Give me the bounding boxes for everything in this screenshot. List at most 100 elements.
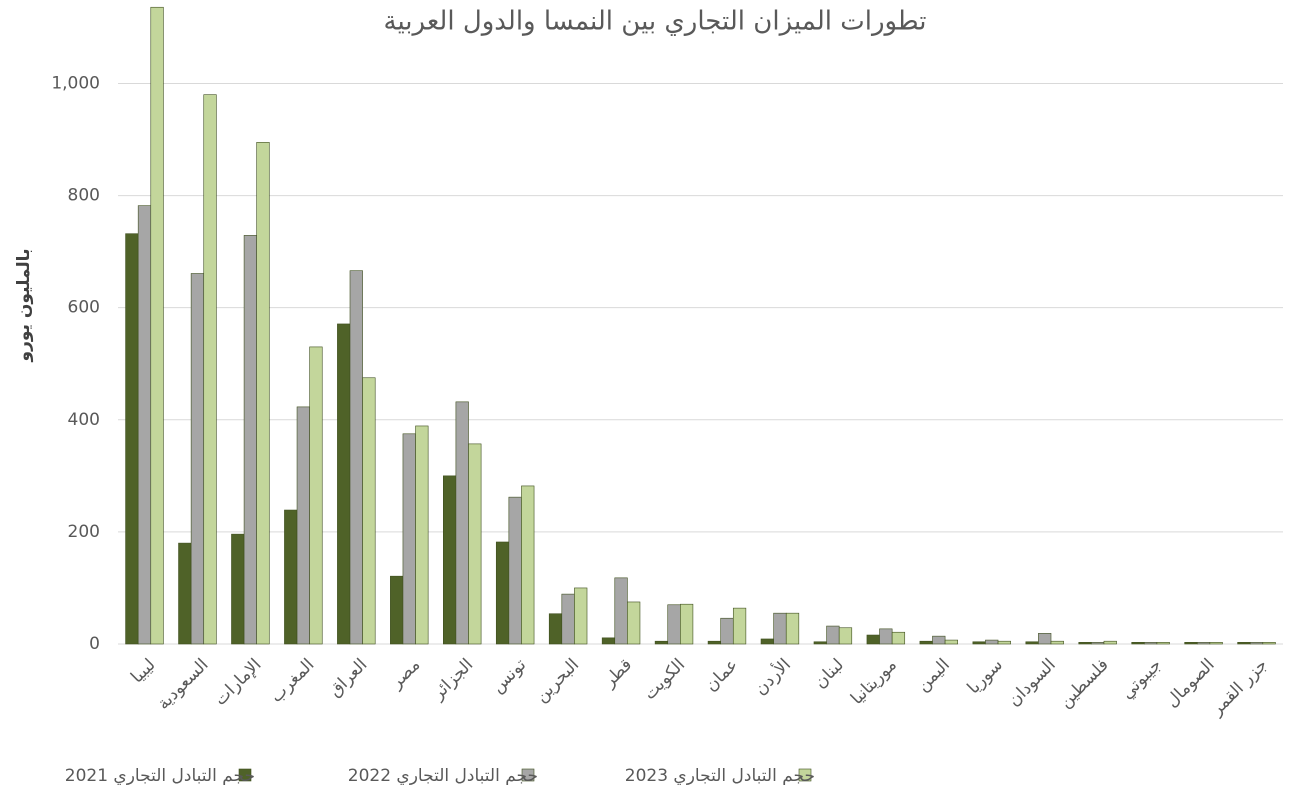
bar bbox=[468, 443, 482, 645]
x-tick-label: السعودية bbox=[153, 655, 212, 714]
bar bbox=[785, 612, 800, 645]
bar bbox=[773, 612, 787, 645]
x-tick-label: موريتانيا bbox=[847, 655, 901, 709]
y-axis-label: بالمليون يورو bbox=[14, 249, 34, 363]
y-tick-label: 1,000 bbox=[51, 73, 100, 93]
x-tick-label: تونس bbox=[488, 655, 531, 698]
x-tick-label: اليمن bbox=[913, 655, 954, 696]
bar bbox=[125, 233, 139, 645]
y-tick-label: 400 bbox=[68, 410, 100, 430]
bar bbox=[891, 631, 906, 645]
bar bbox=[1025, 641, 1039, 645]
chart-title: تطورات الميزان التجاري بين النمسا والدول… bbox=[384, 7, 927, 37]
x-tick-label: فلسطين bbox=[1055, 655, 1112, 712]
bar bbox=[521, 485, 535, 645]
bar bbox=[574, 587, 588, 645]
bar bbox=[390, 575, 404, 645]
bar bbox=[985, 639, 999, 645]
legend-label: حجم التبادل التجاري 2022 bbox=[348, 766, 538, 786]
x-tick-label: جزر القمر bbox=[1206, 655, 1271, 720]
bar bbox=[997, 640, 1011, 645]
bar bbox=[309, 346, 323, 645]
bar bbox=[349, 270, 363, 645]
legend-swatch bbox=[798, 768, 812, 782]
bar bbox=[243, 235, 257, 645]
bar bbox=[1038, 633, 1052, 645]
bar bbox=[1249, 642, 1264, 645]
bar bbox=[760, 638, 774, 645]
bar bbox=[667, 604, 681, 645]
x-tick-label: السودان bbox=[1004, 655, 1060, 711]
bar bbox=[680, 603, 694, 645]
bar bbox=[1131, 642, 1145, 645]
bar bbox=[337, 323, 351, 645]
x-tick-label: البحرين bbox=[532, 655, 584, 707]
x-tick-label: ليبيا bbox=[127, 655, 159, 687]
bar bbox=[561, 593, 575, 645]
bar bbox=[548, 613, 563, 645]
legend-label: حجم التبادل التجاري 2021 bbox=[65, 766, 255, 786]
bar bbox=[1156, 642, 1170, 645]
bar bbox=[256, 142, 270, 645]
bar bbox=[879, 628, 893, 645]
bar bbox=[284, 509, 298, 645]
bar bbox=[1144, 642, 1158, 645]
x-tick-label: عمان bbox=[701, 655, 742, 696]
bar bbox=[813, 641, 827, 645]
bar bbox=[231, 533, 245, 645]
x-tick-label: لبنان bbox=[810, 655, 848, 693]
bar bbox=[455, 401, 469, 645]
bar bbox=[296, 406, 310, 645]
bar bbox=[1103, 640, 1117, 645]
bar bbox=[1078, 642, 1092, 645]
y-tick-label: 200 bbox=[68, 522, 100, 542]
bar bbox=[838, 627, 853, 645]
bar bbox=[654, 640, 669, 645]
x-tick-label: مصر bbox=[386, 655, 424, 693]
bar bbox=[601, 637, 616, 645]
y-tick-label: 0 bbox=[89, 634, 100, 654]
bar bbox=[1262, 642, 1276, 645]
bar bbox=[972, 641, 986, 645]
x-tick-label: المغرب bbox=[267, 655, 319, 707]
bar bbox=[1196, 642, 1211, 645]
legend-swatch bbox=[521, 768, 535, 782]
legend-label: حجم التبادل التجاري 2023 bbox=[625, 766, 815, 786]
x-tick-label: الكويت bbox=[640, 655, 689, 704]
x-tick-label: سوريا bbox=[964, 655, 1007, 698]
bar bbox=[137, 205, 152, 645]
bar bbox=[1184, 642, 1198, 645]
y-tick-label: 800 bbox=[68, 186, 100, 206]
bar bbox=[402, 433, 416, 645]
bar bbox=[362, 377, 376, 645]
bar bbox=[919, 640, 933, 645]
bar bbox=[866, 634, 880, 645]
x-tick-label: الجزائر bbox=[428, 655, 478, 705]
bar bbox=[732, 607, 747, 645]
bar bbox=[720, 617, 734, 645]
bar bbox=[614, 577, 628, 645]
bar bbox=[1237, 642, 1251, 645]
x-tick-label: العراق bbox=[325, 655, 371, 701]
bar bbox=[443, 475, 457, 645]
bar bbox=[508, 496, 522, 645]
bar bbox=[1050, 640, 1064, 645]
bar bbox=[415, 425, 429, 645]
bar bbox=[190, 273, 205, 645]
legend-swatch bbox=[238, 768, 252, 782]
bar bbox=[178, 542, 192, 645]
bar bbox=[203, 94, 217, 645]
bar bbox=[1209, 642, 1223, 645]
bar bbox=[627, 601, 641, 645]
x-tick-label: الإمارات bbox=[211, 655, 266, 710]
bar bbox=[932, 635, 946, 645]
bar bbox=[495, 541, 510, 645]
x-tick-label: جيبوتي bbox=[1117, 655, 1165, 703]
x-tick-label: الأردن bbox=[750, 654, 795, 699]
bar bbox=[707, 640, 721, 645]
bar bbox=[826, 625, 840, 645]
x-tick-label: قطر bbox=[599, 655, 636, 692]
bar bbox=[944, 639, 958, 645]
bar bbox=[1091, 642, 1105, 645]
